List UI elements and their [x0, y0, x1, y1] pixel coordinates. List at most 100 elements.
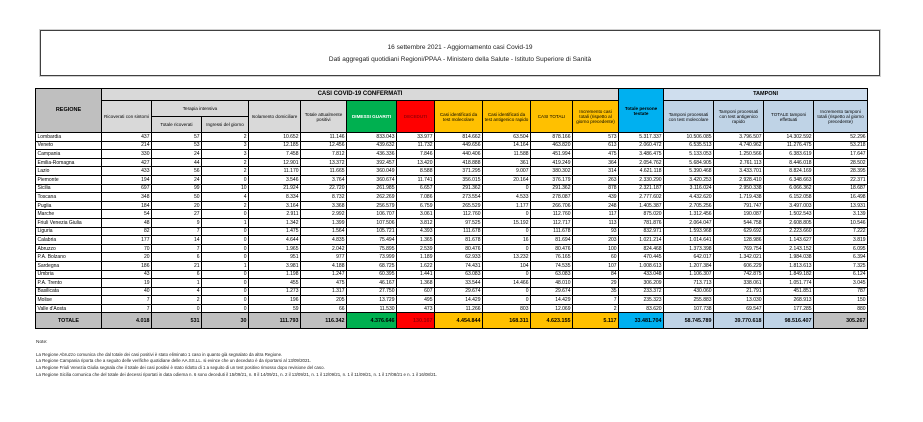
cell-value: 40 — [101, 286, 152, 297]
cell-value: 0 — [482, 269, 531, 280]
region-name: Puglia — [35, 200, 102, 211]
cell-value: 3.139 — [813, 209, 869, 219]
table-row: Marche 54 27 0 2.911 2.992 106.707 3.061 112.760… — [35, 209, 869, 219]
cell-value: 9 — [151, 217, 202, 228]
header-attualmente-positivi: Totale attualmente positivi — [300, 100, 347, 133]
header-casi-totali: CASI TOTALI — [530, 100, 573, 133]
cell-value: 437 — [101, 132, 152, 142]
cell-value: 1.342 — [248, 217, 301, 228]
cell-value: 5.317.337 — [618, 132, 665, 142]
cell-value: 1.441 — [396, 269, 435, 280]
cell-value: 278.087 — [530, 192, 573, 202]
cell-value: 83.620 — [618, 303, 665, 314]
totale-value: 168.311 — [482, 312, 531, 330]
cell-value: 13.030 — [713, 295, 765, 305]
header-casi-antigenico: Casi identificati da test antigenico rap… — [482, 100, 531, 133]
cell-value: 100 — [571, 243, 620, 254]
cell-value: 97.525 — [434, 217, 483, 228]
cell-value: 1.564 — [300, 226, 347, 237]
cell-value: 113 — [571, 217, 620, 228]
cell-value: 1.399 — [300, 217, 347, 228]
cell-value: 21.924 — [248, 183, 301, 194]
cell-value: 80.476 — [434, 243, 483, 254]
cell-value: 7 — [101, 303, 152, 314]
note-friuli: La Regione Friuli Venezia Giulia segnala… — [36, 365, 325, 371]
cell-value: 2 — [201, 132, 249, 142]
cell-value: 22.720 — [300, 183, 347, 194]
covid-data-table: REGIONE CASI COVID-19 CONFERMATI Totale … — [35, 88, 869, 330]
cell-value: 3.796.507 — [713, 132, 765, 142]
cell-value: 1.247 — [300, 269, 347, 280]
table-row: Emilia-Romagna 427 44 2 12.901 13.372 392.457 1… — [35, 157, 869, 168]
cell-value: 8.446.018 — [763, 157, 815, 168]
cell-value: 63.083 — [434, 269, 483, 280]
cell-value: 106.707 — [346, 209, 397, 219]
header-tamponi-molecolare: Tamponi processati con test molecolare — [663, 100, 715, 133]
cell-value: 177 — [101, 235, 152, 245]
cell-value: 781.876 — [618, 217, 665, 228]
region-name: Sardegna — [35, 260, 102, 271]
cell-value: 33.544 — [434, 278, 483, 288]
totale-value: 4.623.155 — [530, 312, 573, 330]
cell-value: 544.758 — [713, 217, 765, 228]
cell-value: 1.475 — [248, 226, 301, 237]
cell-value: 0 — [482, 243, 531, 254]
cell-value: 12.901 — [248, 157, 301, 168]
cell-value: 3.433.701 — [713, 166, 765, 176]
cell-value: 742.875 — [713, 269, 765, 280]
table-row: Friuli Venezia Giulia 48 9 1 1.342 1.399 107.5… — [35, 217, 869, 228]
cell-value: 57 — [151, 132, 202, 142]
region-name: Friuli Venezia Giulia — [35, 217, 102, 228]
cell-value: 0 — [201, 226, 249, 237]
cell-value: 2.054.762 — [618, 157, 665, 168]
cell-value: 1.373.398 — [663, 243, 715, 254]
cell-value: 291.362 — [434, 183, 483, 194]
cell-value: 11.266 — [434, 303, 483, 314]
table-row: Umbria 43 6 0 1.198 1.247 60.395 1.441 63.083 0 63… — [35, 269, 869, 280]
cell-value: 419.249 — [530, 157, 573, 168]
cell-value: 7.458 — [248, 149, 301, 159]
cell-value: 21 — [151, 260, 202, 271]
cell-value: 11.741 — [396, 174, 435, 185]
cell-value: 13.372 — [300, 157, 347, 168]
cell-value: 2.042 — [300, 243, 347, 254]
cell-value: 13.729 — [346, 295, 397, 305]
cell-value: 214 — [101, 140, 152, 151]
cell-value: 814.662 — [434, 132, 483, 142]
region-name: Molise — [35, 295, 102, 305]
cell-value: 24 — [151, 174, 202, 185]
region-name: Veneto — [35, 140, 102, 151]
region-name: Calabria — [35, 235, 102, 245]
cell-value: 4 — [151, 286, 202, 297]
cell-value: 11.732 — [396, 140, 435, 151]
cell-value: 371.295 — [434, 166, 483, 176]
note-abruzzo: La Regione Abruzzo comunica che dal tota… — [36, 351, 283, 357]
table-row: Basilicata 40 4 0 1.273 1.317 27.750 607 29.674 0… — [35, 286, 869, 297]
cell-value: 268.913 — [763, 295, 815, 305]
cell-value: 60 — [571, 252, 620, 262]
header-terapia-intensiva: Terapia intensiva — [151, 100, 249, 117]
note-sicilia: La Regione Sicilia comunica che del tota… — [36, 371, 438, 377]
cell-value: 1.207.384 — [663, 260, 715, 271]
cell-value: 463.820 — [530, 140, 573, 151]
cell-value: 475 — [571, 149, 620, 159]
cell-value: 3 — [201, 140, 249, 151]
cell-value: 1.984.038 — [763, 252, 815, 262]
cell-value: 0 — [201, 303, 249, 314]
cell-value: 10.546 — [813, 217, 869, 228]
cell-value: 20 — [151, 200, 202, 211]
cell-value: 291.362 — [530, 183, 573, 194]
cell-value: 1.368 — [396, 278, 435, 288]
cell-value: 2 — [571, 303, 620, 314]
cell-value: 1.965 — [248, 243, 301, 254]
report-subtitle: Dati aggregati quotidiani Regioni/PPAA -… — [328, 55, 592, 63]
cell-value: 2.064.047 — [663, 217, 715, 228]
cell-value: 2.060.472 — [618, 140, 665, 151]
cell-value: 1.106.307 — [663, 269, 715, 280]
cell-value: 68.725 — [346, 260, 397, 271]
cell-value: 3.486.475 — [618, 149, 665, 159]
totale-value: 58.745.789 — [663, 312, 715, 330]
cell-value: 66 — [300, 303, 347, 314]
cell-value: 0 — [482, 295, 531, 305]
cell-value: 7 — [101, 295, 152, 305]
